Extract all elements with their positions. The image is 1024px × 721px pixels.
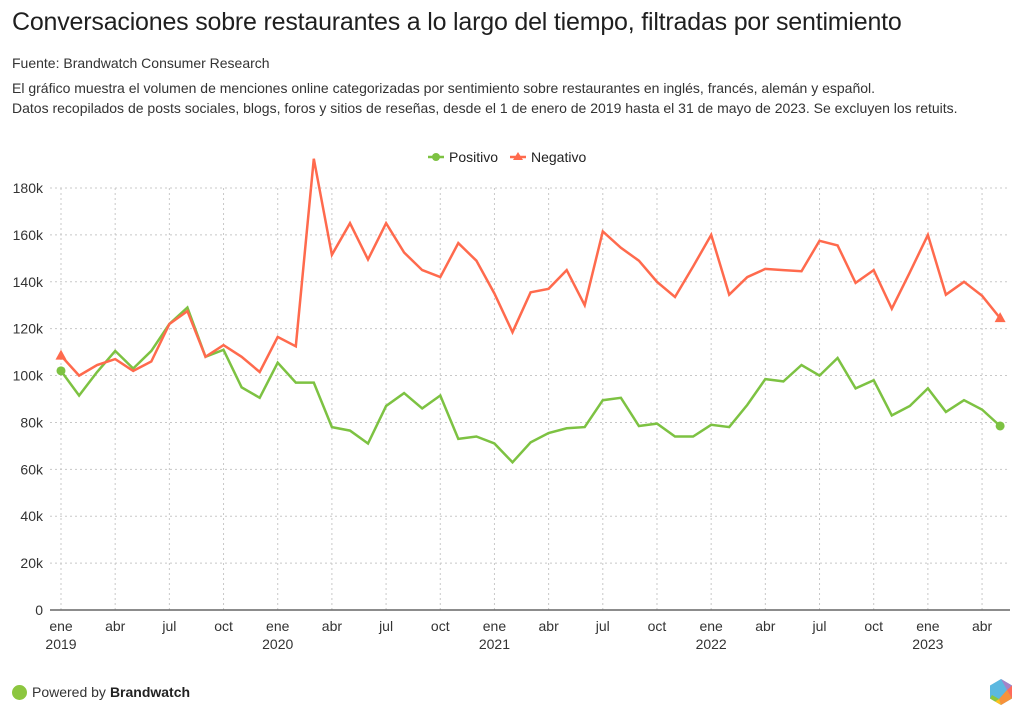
x-tick-year-label: 2022 [696, 636, 727, 652]
legend-item-positivo[interactable]: Positivo [428, 149, 498, 165]
x-tick-label: abr [322, 618, 343, 634]
legend-label: Positivo [449, 149, 498, 165]
y-axis: 0 20k 40k 60k 80k 100k 120k 140k 160k 180k [13, 180, 44, 618]
y-tick-label: 140k [13, 274, 44, 290]
brandwatch-dot-icon [12, 684, 27, 700]
x-tick-year-label: 2021 [479, 636, 510, 652]
x-tick-label: jul [812, 618, 827, 634]
x-tick-label: abr [972, 618, 993, 634]
chart-title: Conversaciones sobre restaurantes a lo l… [12, 8, 902, 36]
y-tick-label: 80k [20, 414, 44, 430]
chart-description: El gráfico muestra el volumen de mencion… [12, 78, 958, 118]
y-tick-label: 40k [20, 508, 44, 524]
y-tick-label: 160k [13, 227, 44, 243]
x-tick-label: jul [378, 618, 393, 634]
x-tick-label: jul [161, 618, 176, 634]
legend-label: Negativo [531, 149, 586, 165]
x-tick-label: ene [699, 618, 723, 634]
x-tick-label: oct [648, 618, 667, 634]
grid [50, 187, 1010, 610]
legend[interactable]: Positivo Negativo [428, 149, 586, 165]
powered-by[interactable]: Powered by Brandwatch [12, 684, 190, 700]
y-tick-label: 20k [20, 555, 44, 571]
x-tick-label: jul [595, 618, 610, 634]
data-point-positivo[interactable] [56, 366, 66, 376]
legend-item-negativo[interactable]: Negativo [510, 149, 586, 165]
x-tick-year-label: 2019 [45, 636, 76, 652]
y-tick-label: 0 [35, 602, 43, 618]
legend-triangle-icon [513, 152, 523, 160]
powered-by-brand: Brandwatch [109, 684, 191, 700]
x-tick-label: ene [266, 618, 290, 634]
data-point-positivo[interactable] [995, 421, 1005, 431]
x-tick-label: abr [539, 618, 560, 634]
series-line-negativo [60, 158, 1002, 378]
brandwatch-logo-icon[interactable] [988, 678, 1014, 706]
chart-source: Fuente: Brandwatch Consumer Research [12, 55, 270, 71]
x-tick-year-label: 2023 [912, 636, 943, 652]
x-tick-label: abr [755, 618, 776, 634]
series-line-positivo [59, 305, 1001, 465]
x-tick-label: ene [916, 618, 940, 634]
y-tick-label: 180k [13, 180, 44, 196]
x-tick-label: abr [105, 618, 126, 634]
line-chart: 0 20k 40k 60k 80k 100k 120k 140k 160k 180k ene 201… [13, 149, 1010, 652]
x-tick-label: oct [431, 618, 450, 634]
y-tick-label: 100k [13, 368, 44, 384]
x-tick-label: ene [483, 618, 507, 634]
x-tick-label: ene [49, 618, 73, 634]
data-point-negativo[interactable] [55, 349, 67, 360]
description-line-1: El gráfico muestra el volumen de mencion… [12, 80, 876, 96]
x-axis: ene 2019 abr jul oct ene 2020 abr jul oct ene 2021 a… [45, 609, 1010, 652]
series-group [55, 158, 1006, 465]
x-tick-label: oct [864, 618, 883, 634]
x-tick-label: oct [214, 618, 233, 634]
y-tick-label: 120k [13, 321, 44, 337]
legend-circle-icon [432, 153, 440, 161]
y-tick-label: 60k [20, 461, 44, 477]
description-line-2: Datos recopilados de posts sociales, blo… [12, 100, 958, 116]
powered-by-prefix: Powered by [32, 684, 106, 700]
x-tick-year-label: 2020 [262, 636, 293, 652]
data-point-negativo[interactable] [994, 312, 1006, 323]
